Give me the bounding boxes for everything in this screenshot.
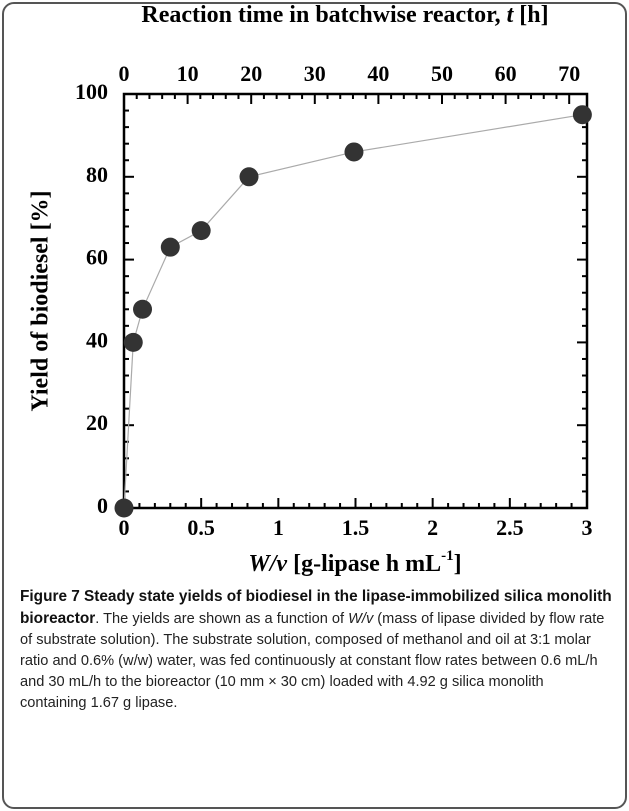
y-tick-label: 20 (86, 410, 108, 435)
x-tick-label: 0.5 (187, 515, 215, 540)
x-title-part: [g-lipase h mL (287, 551, 441, 577)
x2-title-part: Reaction time in batchwise reactor, (141, 2, 506, 28)
x-tick-label: 2.5 (496, 515, 524, 540)
caption-title: Steady state yields of biodiesel in the … (20, 588, 612, 627)
x-tick-label: 2 (427, 515, 438, 540)
x2-tick-label: 20 (240, 61, 262, 86)
x-tick-label: 1 (273, 515, 284, 540)
caption: Figure 7 Steady state yields of biodiese… (20, 586, 612, 714)
x2-tick-label: 30 (304, 61, 326, 86)
x-title-part: ] (454, 551, 462, 577)
data-point (123, 332, 143, 352)
y-tick-label: 80 (86, 162, 108, 187)
x2-axis-title: Reaction time in batchwise reactor, t [h… (141, 2, 548, 28)
x2-tick-label: 40 (367, 61, 389, 86)
x-axis-title: W/v [g-lipase h mL-1] (248, 548, 461, 576)
chart: Reaction time in batchwise reactor, t [h… (28, 2, 593, 577)
data-point (572, 105, 592, 125)
x-tick-label: 1.5 (342, 515, 370, 540)
x2-tick-label: 50 (431, 61, 453, 86)
y-axis-title: Yield of biodiesel [%] (28, 190, 54, 411)
caption-text: . The yields are shown as a function of (95, 611, 349, 627)
y-tick-label: 0 (97, 493, 108, 518)
x-tick-label: 3 (582, 515, 593, 540)
x-title-part: W/v (248, 551, 287, 577)
plot-frame (122, 92, 589, 510)
x2-tick-label: 70 (558, 61, 580, 86)
x2-tick-label: 0 (119, 61, 130, 86)
x2-tick-label: 60 (495, 61, 517, 86)
caption-text: (mass of lipase divided by flow rate of … (20, 611, 605, 711)
caption-label: Figure 7 (20, 588, 80, 605)
data-point (160, 237, 180, 257)
x-tick-label: 0 (119, 515, 130, 540)
y-tick-label: 60 (86, 245, 108, 270)
data-point (239, 167, 259, 187)
x2-tick-label: 10 (177, 61, 199, 86)
data-line (123, 114, 583, 509)
data-point (114, 498, 134, 518)
y-tick-label: 100 (75, 79, 108, 104)
data-point (133, 299, 153, 319)
data-point (191, 221, 211, 241)
x2-title-part: t (507, 2, 515, 28)
data-point (344, 142, 364, 162)
x2-title-part: [h] (513, 2, 548, 28)
y-tick-label: 40 (86, 327, 108, 352)
caption-text: W/v (348, 611, 374, 627)
x-title-part: -1 (441, 548, 454, 564)
